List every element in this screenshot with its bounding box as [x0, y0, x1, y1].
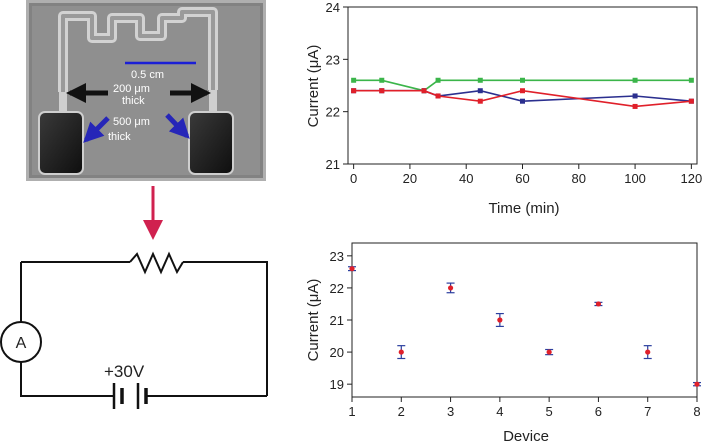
- resistor: [129, 251, 184, 275]
- annot-500-line2: thick: [108, 131, 131, 143]
- chart2-frame: [351, 242, 698, 398]
- chart1-marker-green: [632, 77, 638, 83]
- chart1-marker-green: [477, 77, 483, 83]
- chart1-marker-blue: [632, 93, 638, 99]
- chart2-ytick-label: 20: [330, 345, 344, 360]
- chart2-point: [398, 349, 404, 355]
- chart1-series: [351, 77, 694, 109]
- chart1-xtick-label: 40: [459, 171, 473, 186]
- chart2-xtick-label: 2: [398, 404, 405, 419]
- chart1-marker-blue: [477, 88, 483, 94]
- chart2-x-axis: 1 2 3 4 5 6 7 8: [348, 397, 701, 419]
- annot-200-line2: thick: [122, 95, 145, 107]
- annot-500-line1: 500 μm: [113, 116, 150, 128]
- chart2-ytick-label: 19: [330, 377, 344, 392]
- chart2-point: [694, 381, 700, 387]
- circuit-wire-top-right: [183, 261, 268, 396]
- chart1-xtick-label: 0: [350, 171, 357, 186]
- chart1-marker-red: [477, 98, 483, 104]
- chart2-xtick-label: 6: [595, 404, 602, 419]
- chart1-y-axis: 21 22 23 24: [326, 0, 348, 172]
- chart1-marker-red: [351, 88, 357, 94]
- connector-arrow-head: [143, 220, 163, 240]
- chart1-ylabel: Current (μA): [305, 45, 322, 128]
- chart2-xtick-label: 8: [693, 404, 700, 419]
- chart2-xtick-label: 3: [447, 404, 454, 419]
- chart2-point: [595, 301, 602, 307]
- chart1-marker-green: [379, 77, 385, 83]
- ammeter-label: A: [16, 335, 27, 352]
- chart2-xlabel: Device: [503, 428, 549, 445]
- chart1-xtick-label: 60: [515, 171, 529, 186]
- connector-arrow: [143, 186, 163, 240]
- chart1-marker-green: [688, 77, 694, 83]
- chart1-xlabel: Time (min): [488, 200, 559, 217]
- chart2-ytick-label: 22: [330, 281, 344, 296]
- chart1-line-red: [353, 89, 692, 108]
- chart1-ytick-label: 23: [326, 52, 340, 67]
- chart1-x-axis: 0 20 40 60 80 100 120: [350, 164, 702, 186]
- chart2-point: [645, 349, 651, 355]
- current-vs-time-chart: 21 22 23 24 0 20 40 60 80 100 120 Current (μA) Ti…: [305, 0, 702, 217]
- chart2-point: [497, 317, 503, 323]
- chart1-xtick-label: 20: [403, 171, 417, 186]
- chart1-xtick-label: 100: [624, 171, 646, 186]
- pad-arrow-right: [165, 113, 190, 139]
- chart1-marker-red: [421, 88, 427, 94]
- scale-label: 0.5 cm: [131, 69, 164, 81]
- chart1-marker-green: [351, 77, 357, 83]
- chart1-ytick-label: 22: [326, 105, 340, 120]
- chart1-xtick-label: 120: [681, 171, 703, 186]
- circuit: [0, 251, 268, 409]
- device-photo: 0.5 cm 200 μm thick 500 μm thick: [26, 0, 266, 181]
- chart2-point: [349, 266, 355, 272]
- photo-vignette: [26, 0, 266, 181]
- chart2-y-axis: 19 20 21 22 23: [330, 249, 352, 392]
- pad-left: [38, 111, 84, 175]
- chart1-marker-green: [435, 77, 441, 83]
- chart1-line-green: [353, 79, 692, 92]
- chart2-point: [546, 349, 552, 355]
- chart2-xtick-label: 5: [546, 404, 553, 419]
- chart2-xtick-label: 7: [644, 404, 651, 419]
- chart1-marker-red: [520, 88, 525, 94]
- serpentine-channel-inner: [61, 10, 215, 92]
- chart2-points: [348, 266, 701, 387]
- chart1-xtick-label: 80: [572, 171, 586, 186]
- chart1-marker-red: [688, 98, 694, 104]
- chart2-ytick-label: 21: [330, 313, 344, 328]
- chart2-xtick-label: 1: [348, 404, 355, 419]
- voltage-label: +30V: [104, 362, 145, 381]
- chart1-marker-red: [632, 103, 638, 109]
- chart1-ytick-label: 24: [326, 0, 340, 15]
- chart1-marker-red: [379, 88, 385, 94]
- annot-200-line1: 200 μm: [113, 83, 150, 95]
- circuit-wire-left-lower: [20, 362, 114, 397]
- chart1-marker-red: [435, 93, 441, 99]
- chart1-ytick-label: 21: [326, 157, 340, 172]
- chart2-point: [447, 285, 454, 291]
- chart1-marker-green: [520, 77, 525, 83]
- chart2-xtick-label: 4: [496, 404, 503, 419]
- pad-right: [188, 111, 234, 175]
- chart2-ytick-label: 23: [330, 249, 344, 264]
- pad-arrow-left: [83, 116, 110, 143]
- chart1-marker-blue: [520, 98, 525, 104]
- chart2-ylabel: Current (μA): [305, 279, 322, 362]
